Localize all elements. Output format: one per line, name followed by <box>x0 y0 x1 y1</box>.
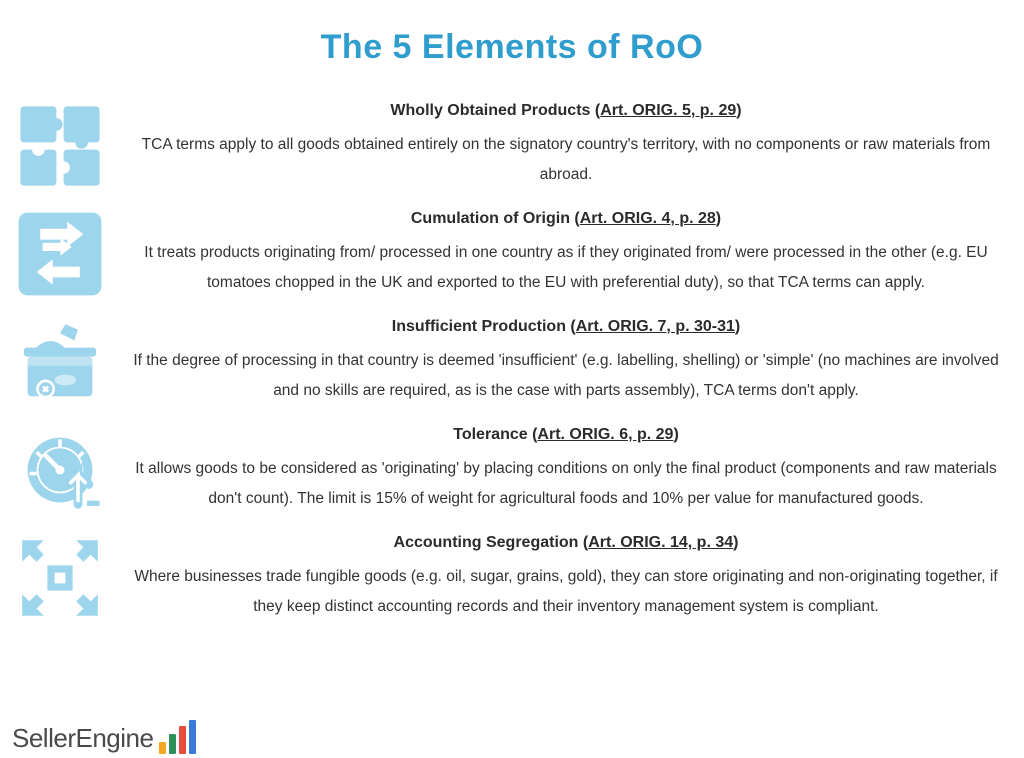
heading-tail: ) <box>716 210 721 227</box>
element-row: Wholly Obtained Products (Art. ORIG. 5, … <box>10 101 1014 191</box>
heading-tail: ) <box>735 318 740 335</box>
heading-ref: Art. ORIG. 5, p. 29 <box>600 102 736 119</box>
element-heading: Cumulation of Origin (Art. ORIG. 4, p. 2… <box>126 210 1006 228</box>
heading-lead: Accounting Segregation ( <box>394 534 589 551</box>
heading-lead: Insufficient Production ( <box>392 318 576 335</box>
element-row: Accounting Segregation (Art. ORIG. 14, p… <box>10 533 1014 623</box>
element-body: Where businesses trade fungible goods (e… <box>126 562 1006 622</box>
element-body: If the degree of processing in that coun… <box>126 346 1006 406</box>
element-row: Cumulation of Origin (Art. ORIG. 4, p. 2… <box>10 209 1014 299</box>
logo-text-bold: Engine <box>75 723 153 753</box>
logo-bar <box>169 734 176 754</box>
crate-icon <box>10 317 110 407</box>
element-heading: Insufficient Production (Art. ORIG. 7, p… <box>126 318 1006 336</box>
element-heading: Accounting Segregation (Art. ORIG. 14, p… <box>126 534 1006 552</box>
infographic-page: The 5 Elements of RoO <box>0 0 1024 758</box>
arrows-exchange-icon <box>10 209 110 299</box>
element-text: Insufficient Production (Art. ORIG. 7, p… <box>118 318 1014 406</box>
element-body: It treats products originating from/ pro… <box>126 238 1006 298</box>
logo-bars-icon <box>159 720 196 754</box>
heading-lead: Wholly Obtained Products ( <box>390 102 600 119</box>
heading-ref: Art. ORIG. 6, p. 29 <box>537 426 673 443</box>
heading-ref: Art. ORIG. 14, p. 34 <box>588 534 733 551</box>
element-text: Cumulation of Origin (Art. ORIG. 4, p. 2… <box>118 210 1014 298</box>
heading-tail: ) <box>673 426 678 443</box>
logo-bar <box>179 726 186 754</box>
heading-ref: Art. ORIG. 7, p. 30-31 <box>576 318 735 335</box>
heading-tail: ) <box>736 102 741 119</box>
puzzle-icon <box>10 101 110 191</box>
sellerengine-logo: SellerEngine <box>12 720 196 754</box>
heading-lead: Cumulation of Origin ( <box>411 210 580 227</box>
element-body: It allows goods to be considered as 'ori… <box>126 454 1006 514</box>
element-body: TCA terms apply to all goods obtained en… <box>126 130 1006 190</box>
element-heading: Tolerance (Art. ORIG. 6, p. 29) <box>126 426 1006 444</box>
elements-list: Wholly Obtained Products (Art. ORIG. 5, … <box>10 101 1014 623</box>
logo-bar <box>189 720 196 754</box>
element-row: Tolerance (Art. ORIG. 6, p. 29) It allow… <box>10 425 1014 515</box>
expand-icon <box>10 533 110 623</box>
element-text: Accounting Segregation (Art. ORIG. 14, p… <box>118 534 1014 622</box>
logo-text-light: Seller <box>12 723 75 753</box>
gauge-icon <box>10 425 110 515</box>
element-text: Wholly Obtained Products (Art. ORIG. 5, … <box>118 102 1014 190</box>
heading-tail: ) <box>733 534 738 551</box>
element-row: Insufficient Production (Art. ORIG. 7, p… <box>10 317 1014 407</box>
element-text: Tolerance (Art. ORIG. 6, p. 29) It allow… <box>118 426 1014 514</box>
logo-bar <box>159 742 166 754</box>
page-title: The 5 Elements of RoO <box>10 28 1014 67</box>
heading-lead: Tolerance ( <box>453 426 537 443</box>
heading-ref: Art. ORIG. 4, p. 28 <box>580 210 716 227</box>
logo-text: SellerEngine <box>12 723 153 754</box>
element-heading: Wholly Obtained Products (Art. ORIG. 5, … <box>126 102 1006 120</box>
